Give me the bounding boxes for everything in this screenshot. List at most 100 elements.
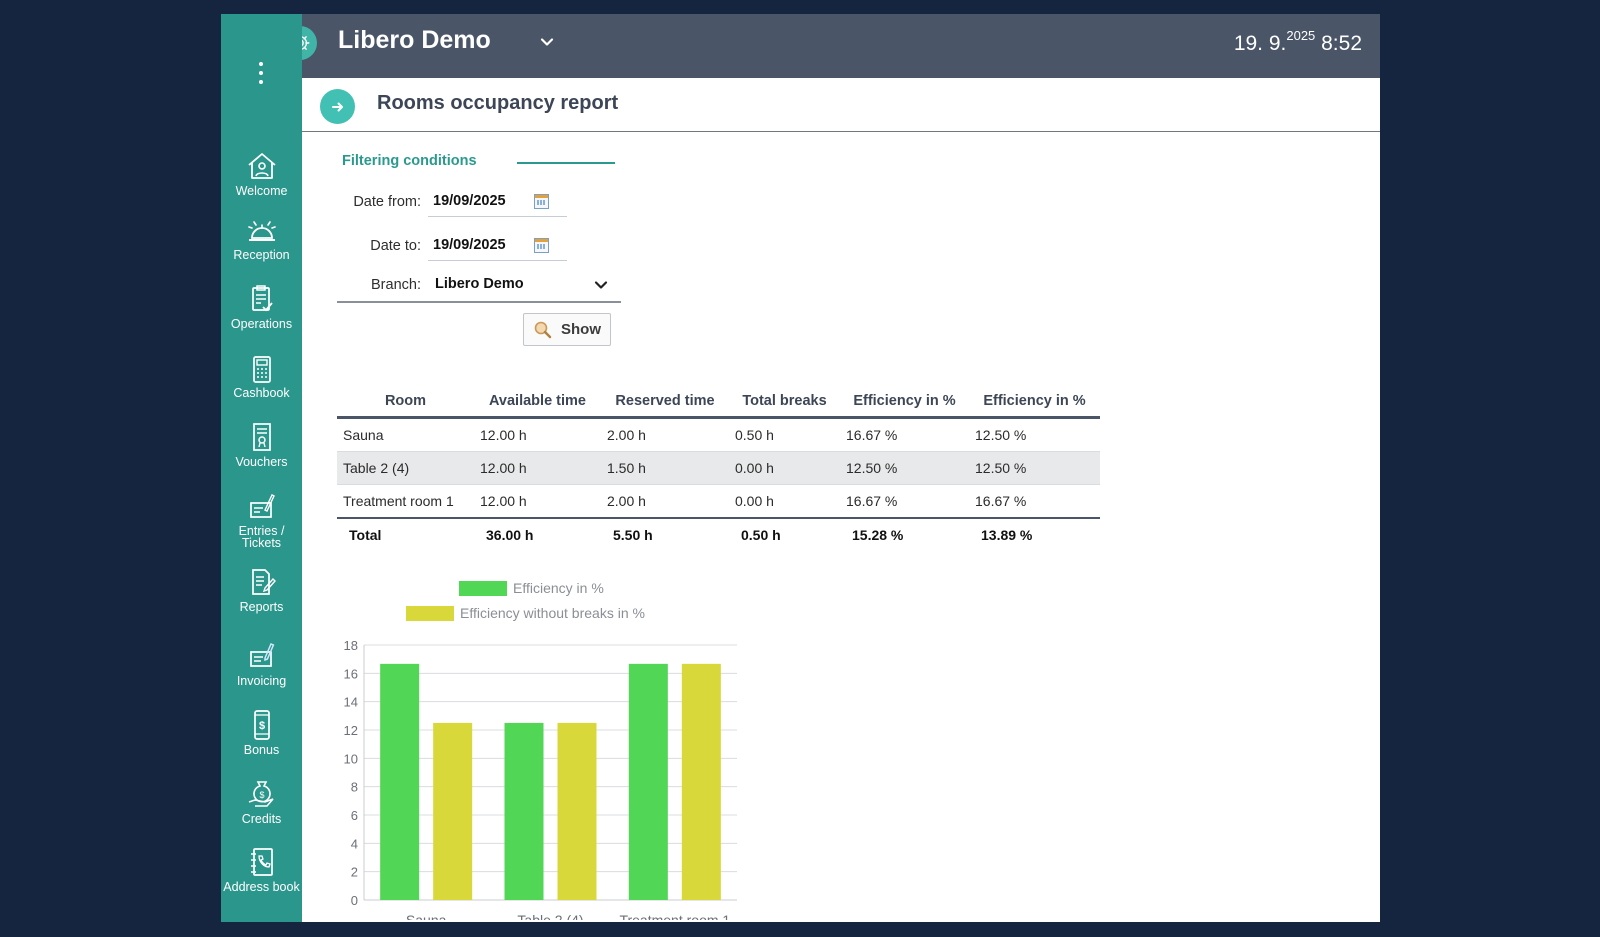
y-tick-label: 0 bbox=[351, 893, 358, 908]
calendar-icon[interactable] bbox=[534, 194, 549, 209]
sidebar-item-welcome[interactable]: Welcome bbox=[221, 150, 302, 197]
bar bbox=[681, 663, 721, 900]
x-tick-label: Sauna bbox=[406, 912, 447, 920]
sidebar-item-address-book[interactable]: Address book bbox=[221, 846, 302, 893]
sidebar-item-label: Reception bbox=[233, 248, 290, 262]
y-tick-label: 16 bbox=[344, 666, 358, 681]
x-tick-label: Table 2 (4) bbox=[517, 912, 583, 920]
sidebar-item-reports[interactable]: Reports bbox=[221, 566, 302, 613]
sidebar-item-label: Entries / Tickets bbox=[238, 524, 285, 550]
sidebar-item-label: Reports bbox=[239, 600, 284, 614]
phone-dollar-icon: $ bbox=[253, 710, 270, 740]
column-header-total-breaks[interactable]: Total breaks bbox=[729, 386, 840, 419]
table-row[interactable]: Sauna 12.00 h 2.00 h 0.50 h 16.67 % 12.5… bbox=[337, 417, 1100, 452]
cell-reserved-time: 1.50 h bbox=[601, 451, 729, 485]
table-header-row: Room Available time Reserved time Total … bbox=[337, 386, 1100, 419]
total-reserved-time: 5.50 h bbox=[601, 517, 729, 551]
invoice-pen-icon bbox=[249, 643, 274, 667]
money-bag-hand-icon: $ bbox=[248, 781, 274, 807]
table-total-row: Total 36.00 h 5.50 h 0.50 h 15.28 % 13.8… bbox=[337, 517, 1100, 551]
column-header-efficiency-without-breaks[interactable]: Efficiency in % bbox=[969, 386, 1100, 419]
sidebar-item-invoicing[interactable]: Invoicing bbox=[221, 640, 302, 687]
magnifier-icon bbox=[534, 321, 552, 338]
date-to-field[interactable]: 19/09/2025 bbox=[428, 232, 567, 261]
legend-label: Efficiency in % bbox=[513, 580, 604, 596]
bar bbox=[380, 663, 420, 900]
total-breaks: 0.50 h bbox=[729, 517, 840, 551]
table-row[interactable]: Table 2 (4) 12.00 h 1.50 h 0.00 h 12.50 … bbox=[337, 451, 1100, 485]
cell-total-breaks: 0.50 h bbox=[729, 417, 840, 452]
cell-reserved-time: 2.00 h bbox=[601, 417, 729, 452]
calendar-icon[interactable] bbox=[534, 238, 549, 253]
total-efficiency-without-breaks: 13.89 % bbox=[969, 517, 1100, 551]
sidebar-item-operations[interactable]: Operations bbox=[221, 283, 302, 330]
efficiency-bar-chart: Efficiency in % Efficiency without breaks… bbox=[344, 580, 737, 920]
cell-efficiency-without-breaks: 12.50 % bbox=[969, 451, 1100, 485]
sidebar-item-label: Operations bbox=[230, 317, 293, 331]
top-bar: Libero Demo 19. 9.2025 8:52 bbox=[221, 14, 1380, 78]
sidebar-item-label: Welcome bbox=[235, 184, 288, 198]
app-switch-chevron-down-icon[interactable] bbox=[539, 34, 555, 54]
sidebar-item-label: Vouchers bbox=[235, 455, 288, 469]
page-title: Rooms occupancy report bbox=[377, 92, 619, 114]
sidebar-item-label: Credits bbox=[241, 812, 282, 826]
total-label: Total bbox=[337, 517, 474, 551]
bell-icon bbox=[247, 221, 276, 241]
sidebar: Welcome Reception Operations Cashbook Vo… bbox=[221, 14, 302, 922]
y-tick-label: 8 bbox=[351, 780, 358, 795]
y-tick-label: 6 bbox=[351, 808, 358, 823]
cell-available-time: 12.00 h bbox=[474, 451, 601, 485]
house-icon bbox=[247, 153, 276, 179]
year-text: 2025 bbox=[1286, 28, 1316, 43]
total-available-time: 36.00 h bbox=[474, 517, 601, 551]
sidebar-item-credits[interactable]: $ Credits bbox=[221, 778, 302, 825]
total-efficiency: 15.28 % bbox=[840, 517, 969, 551]
table-row[interactable]: Treatment room 1 12.00 h 2.00 h 0.00 h 1… bbox=[337, 484, 1100, 519]
date-from-label: Date from: bbox=[353, 194, 421, 210]
filter-title-divider bbox=[517, 162, 615, 164]
branch-label: Branch: bbox=[371, 277, 421, 293]
sidebar-item-entries-tickets[interactable]: Entries / Tickets bbox=[221, 490, 302, 549]
show-button[interactable]: Show bbox=[523, 313, 611, 346]
date-text: 19. 9. bbox=[1233, 32, 1287, 55]
show-button-label: Show bbox=[561, 321, 601, 338]
toggle-arrow-right-icon[interactable] bbox=[320, 89, 355, 124]
sidebar-item-reception[interactable]: Reception bbox=[221, 216, 302, 261]
svg-text:$: $ bbox=[258, 720, 264, 732]
filter-section-title: Filtering conditions bbox=[342, 153, 477, 169]
column-header-room[interactable]: Room bbox=[337, 386, 474, 419]
menu-kebab-icon[interactable] bbox=[259, 62, 264, 89]
column-header-reserved-time[interactable]: Reserved time bbox=[601, 386, 729, 419]
y-tick-label: 12 bbox=[344, 723, 358, 738]
column-header-efficiency[interactable]: Efficiency in % bbox=[840, 386, 969, 419]
sidebar-item-label: Cashbook bbox=[233, 386, 290, 400]
y-tick-label: 10 bbox=[344, 751, 358, 766]
bar bbox=[628, 663, 668, 900]
address-book-icon bbox=[250, 848, 273, 876]
date-from-field[interactable]: 19/09/2025 bbox=[428, 188, 567, 217]
cell-reserved-time: 2.00 h bbox=[601, 484, 729, 519]
branch-value: Libero Demo bbox=[435, 276, 524, 292]
page-header: Rooms occupancy report bbox=[302, 78, 1380, 132]
date-to-label: Date to: bbox=[370, 238, 421, 254]
sidebar-item-label: Address book bbox=[223, 880, 300, 894]
cell-total-breaks: 0.00 h bbox=[729, 451, 840, 485]
bar bbox=[557, 722, 597, 900]
bar bbox=[433, 722, 473, 900]
column-header-available-time[interactable]: Available time bbox=[474, 386, 601, 419]
cell-available-time: 12.00 h bbox=[474, 484, 601, 519]
voucher-icon bbox=[252, 423, 271, 451]
branch-select[interactable]: Libero Demo bbox=[428, 272, 614, 298]
app-window: Libero Demo 19. 9.2025 8:52 Welcome Rece… bbox=[221, 14, 1380, 922]
cell-room: Treatment room 1 bbox=[337, 484, 474, 519]
branch-chevron-down-icon bbox=[594, 281, 608, 289]
sidebar-item-bonus[interactable]: $ Bonus bbox=[221, 709, 302, 756]
sidebar-item-vouchers[interactable]: Vouchers bbox=[221, 421, 302, 468]
cash-register-icon bbox=[252, 356, 271, 383]
sidebar-item-cashbook[interactable]: Cashbook bbox=[221, 352, 302, 399]
cell-efficiency: 12.50 % bbox=[840, 451, 969, 485]
filter-bottom-divider bbox=[337, 301, 621, 303]
occupancy-table: Room Available time Reserved time Total … bbox=[337, 386, 1100, 551]
cell-efficiency-without-breaks: 16.67 % bbox=[969, 484, 1100, 519]
cell-total-breaks: 0.00 h bbox=[729, 484, 840, 519]
